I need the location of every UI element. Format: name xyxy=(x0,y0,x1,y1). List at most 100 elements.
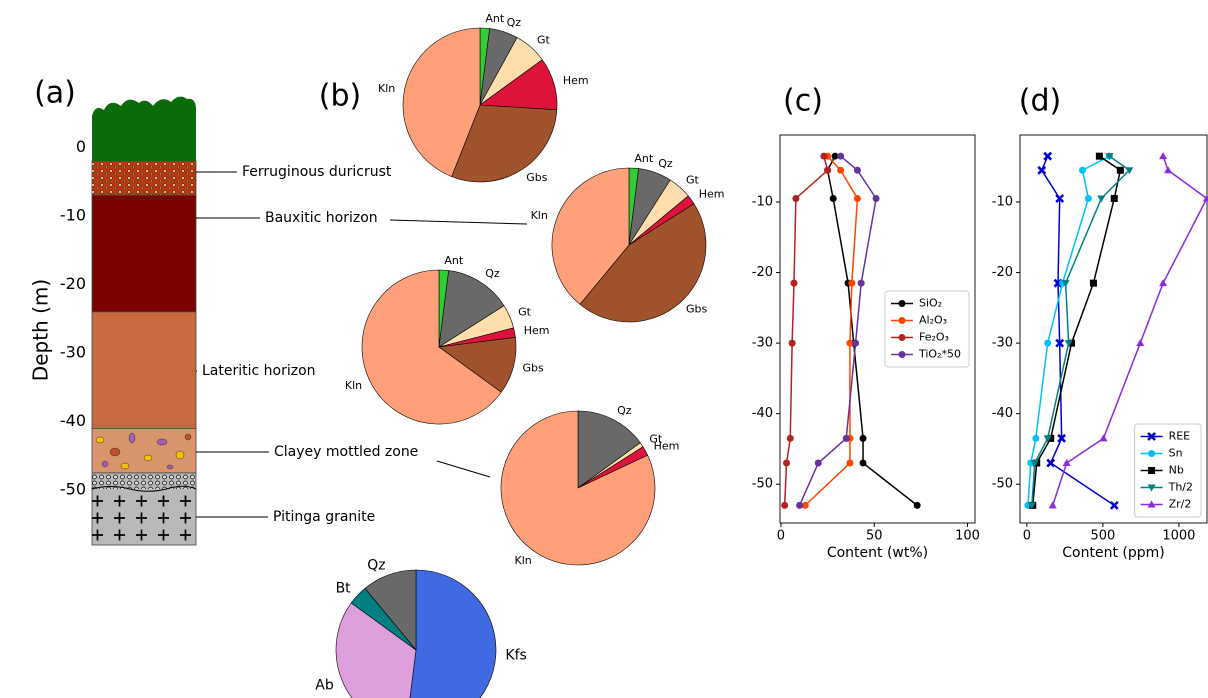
marker xyxy=(1095,152,1103,160)
marker xyxy=(829,194,837,202)
pie-label: Kln xyxy=(345,379,362,392)
series-line xyxy=(1040,155,1115,506)
pebble-band xyxy=(92,474,196,489)
pie-label: Gbs xyxy=(686,303,708,316)
pie-label: Hem xyxy=(654,439,680,452)
pie-label: Qz xyxy=(485,267,500,280)
x-axis-label: Content (ppm) xyxy=(1062,545,1164,561)
pie-label: Qz xyxy=(617,404,632,417)
soil-layer xyxy=(91,311,197,429)
marker xyxy=(846,459,854,467)
pie-slice xyxy=(500,410,656,566)
pie-label: Ab xyxy=(315,678,334,694)
pie-label: Ant xyxy=(634,152,653,165)
pie-label: Qz xyxy=(507,16,522,29)
x-tick-label: 50 xyxy=(866,529,883,544)
pie-label: Gt xyxy=(518,306,532,319)
pie-label: Gt xyxy=(537,33,551,46)
legend-marker xyxy=(898,334,906,341)
pie-label: Ant xyxy=(444,254,463,267)
marker xyxy=(1097,195,1106,203)
pie-slice xyxy=(438,270,505,348)
legend-label: Al₂O₃ xyxy=(919,314,947,327)
marker xyxy=(1027,502,1036,510)
panel-label: (b) xyxy=(319,79,361,114)
legend: SiO₂ Al₂O₃ Fe₂O₃ TiO₂*50 xyxy=(884,290,970,368)
pie-slice xyxy=(361,269,502,425)
pie-label: Gt xyxy=(649,433,663,446)
duricrust-texture xyxy=(92,161,196,195)
y-tick-label: -10 xyxy=(992,195,1013,210)
soil-layer xyxy=(91,428,197,474)
connector xyxy=(436,460,491,478)
marker xyxy=(1032,434,1040,442)
weathering-front xyxy=(91,485,197,492)
marker xyxy=(1055,194,1065,203)
marker xyxy=(831,152,839,160)
marker xyxy=(1044,339,1052,347)
x-axis-label: Content (wt%) xyxy=(827,545,928,561)
pie-label: Ant xyxy=(485,12,504,25)
marker xyxy=(1116,166,1124,174)
marker xyxy=(783,459,791,467)
marker xyxy=(1057,433,1067,443)
pie-label: Qz xyxy=(658,157,673,170)
pie-label: Gbs xyxy=(523,361,545,374)
y-tick-label: -50 xyxy=(992,477,1013,492)
marker xyxy=(788,339,796,347)
x-tick-label: 100 xyxy=(955,529,980,544)
marker xyxy=(1043,435,1052,443)
marker xyxy=(852,339,860,347)
marker xyxy=(814,459,822,467)
pie-slice xyxy=(409,569,497,698)
marker xyxy=(1046,458,1056,468)
connector xyxy=(389,219,528,225)
marker xyxy=(790,279,798,287)
marker xyxy=(853,166,861,174)
pie-slice xyxy=(451,104,558,183)
series-line xyxy=(783,155,829,506)
marker xyxy=(1164,166,1173,174)
pie-slice xyxy=(577,410,641,489)
marker xyxy=(801,501,809,509)
legend-marker xyxy=(898,351,906,358)
legend-marker xyxy=(1148,467,1156,474)
marker xyxy=(842,434,850,442)
layer-label: Lateritic horizon xyxy=(202,363,316,379)
marker xyxy=(1043,151,1053,161)
pie-label: Hem xyxy=(699,187,725,200)
marker xyxy=(872,194,880,202)
legend-label: REE xyxy=(1169,430,1191,443)
y-tick-label: -10 xyxy=(752,195,773,210)
panel-label: (a) xyxy=(34,76,76,111)
x-tick-label: 0 xyxy=(777,529,785,544)
marker xyxy=(913,501,921,509)
legend-label: Zr/2 xyxy=(1169,498,1192,511)
panel-label: (d) xyxy=(1019,84,1061,119)
marker xyxy=(1068,339,1076,347)
series-line xyxy=(1032,155,1122,506)
layer-label: Ferruginous duricrust xyxy=(242,164,392,180)
marker xyxy=(1078,166,1086,174)
legend-label: Th/2 xyxy=(1168,481,1193,494)
marker xyxy=(1037,165,1047,175)
marker xyxy=(1048,501,1057,509)
x-tick-label: 0 xyxy=(1023,529,1031,544)
pie-label: Qz xyxy=(367,558,385,574)
legend-label: Sn xyxy=(1169,447,1183,460)
marker xyxy=(781,501,789,509)
y-tick-label: -20 xyxy=(752,265,773,280)
layer-label: Clayey mottled zone xyxy=(274,444,418,460)
pie-slice xyxy=(335,602,417,698)
pie-label: Gt xyxy=(686,173,700,186)
marker xyxy=(1061,280,1070,288)
marker xyxy=(1159,279,1168,287)
marker xyxy=(1047,434,1055,442)
marker xyxy=(824,166,832,174)
marker xyxy=(1062,459,1071,467)
layer-label: Pitinga granite xyxy=(273,509,375,525)
pie-slice xyxy=(402,27,481,177)
marker xyxy=(1110,194,1118,202)
